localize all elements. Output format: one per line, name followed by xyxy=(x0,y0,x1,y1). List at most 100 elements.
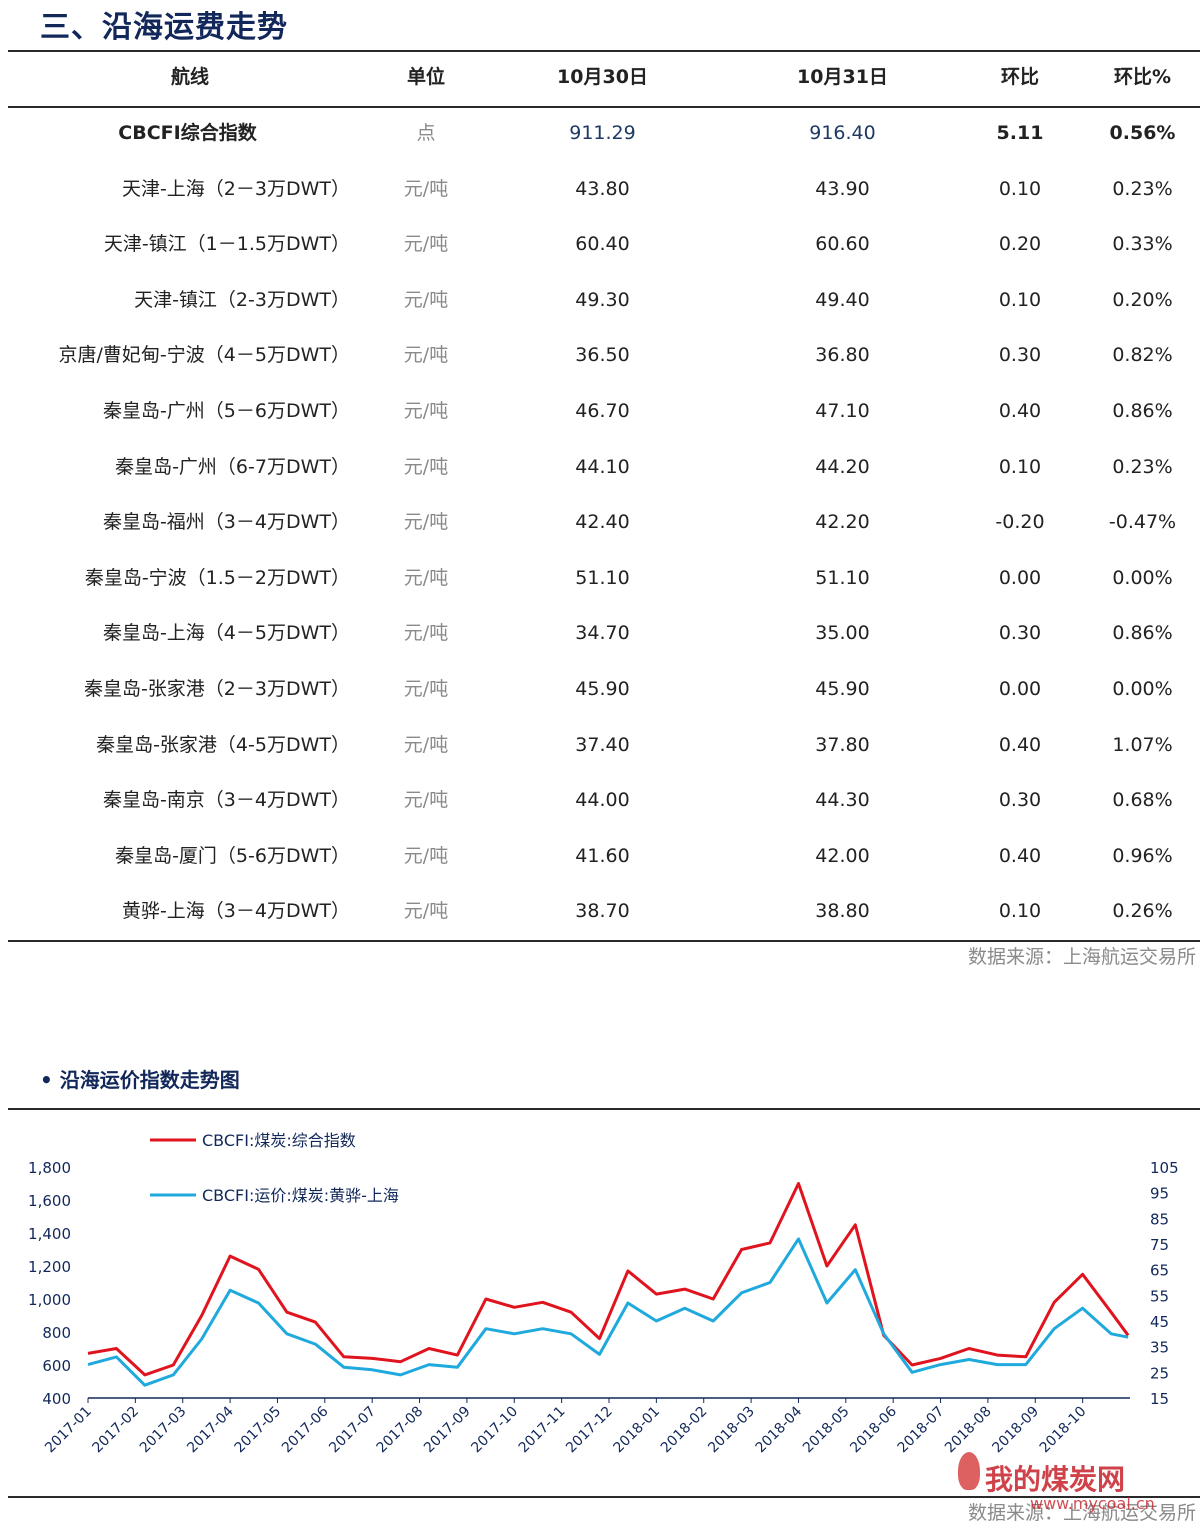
header-date1: 10月30日 xyxy=(557,66,648,88)
cell-value-oct31: 916.40 xyxy=(809,122,876,144)
table-row: 天津-上海（2－3万DWT） 元/吨 43.80 43.90 0.10 0.23% xyxy=(0,162,1200,217)
x-tick-label: 2017-03 xyxy=(137,1404,190,1457)
cell-route: 秦皇岛-张家港（2－3万DWT） xyxy=(83,678,350,700)
cell-unit: 元/吨 xyxy=(403,400,449,422)
cell-value-oct30: 51.10 xyxy=(575,566,630,589)
legend-label-1: CBCFI:煤炭:综合指数 xyxy=(202,1131,356,1150)
cell-route: 黄骅-上海（3－4万DWT） xyxy=(121,900,350,923)
cell-change-pct: 0.86% xyxy=(1112,622,1173,645)
cell-unit: 元/吨 xyxy=(403,733,449,756)
cell-value-oct31: 60.60 xyxy=(815,233,870,256)
cell-change: 0.10 xyxy=(998,177,1042,200)
index-row: CBCFI综合指数 点 911.29 916.40 5.11 0.56% xyxy=(0,106,1200,161)
cell-value-oct31: 51.10 xyxy=(815,566,870,589)
freight-index-chart: 400 600 800 1,000 1,200 1,400 1,600 1,800 15 25 35… xyxy=(28,1131,1179,1457)
y-right-tick-label: 15 xyxy=(1150,1390,1169,1408)
table-row: 京唐/曹妃甸-宁波（4－5万DWT） 元/吨 36.50 36.80 0.30 0.82% xyxy=(0,328,1200,383)
x-tick-label: 2018-02 xyxy=(658,1404,711,1457)
x-tick-label: 2017-06 xyxy=(279,1403,332,1456)
cell-change: 0.40 xyxy=(998,400,1042,422)
y-right-tick-label: 25 xyxy=(1150,1364,1169,1382)
cell-unit: 元/吨 xyxy=(403,900,449,923)
cell-value-oct31: 35.00 xyxy=(815,622,870,645)
y-left-tick-label: 1,600 xyxy=(28,1192,71,1210)
cell-value-oct30: 38.70 xyxy=(575,900,630,923)
cell-value-oct30: 37.40 xyxy=(575,733,630,756)
y-left-tick-label: 1,800 xyxy=(28,1159,71,1177)
table-header-row: 航线 单位 10月30日 10月31日 环比 环比% xyxy=(0,50,1200,105)
cell-unit: 元/吨 xyxy=(403,678,449,700)
cell-change: 0.30 xyxy=(998,344,1042,367)
cell-unit: 元/吨 xyxy=(403,455,449,478)
table-header-rule xyxy=(8,106,1200,108)
x-tick-label: 2018-01 xyxy=(611,1404,664,1457)
legend-label-2: CBCFI:运价:煤炭:黄骅-上海 xyxy=(202,1186,399,1205)
chart-bottom-rule xyxy=(8,1496,1200,1498)
cell-change: 0.00 xyxy=(998,566,1042,589)
cell-change-pct: -0.47% xyxy=(1108,511,1177,534)
cell-value-oct30: 46.70 xyxy=(575,400,630,422)
x-tick-label: 2018-05 xyxy=(800,1404,853,1457)
x-tick-label: 2017-10 xyxy=(468,1404,521,1457)
cell-value-oct31: 44.20 xyxy=(815,455,870,478)
watermark-url: www.mycoal.cn xyxy=(1030,1494,1155,1513)
table-row: 秦皇岛-广州（6-7万DWT） 元/吨 44.10 44.20 0.10 0.23% xyxy=(0,440,1200,495)
cell-route: 秦皇岛-张家港（4-5万DWT） xyxy=(96,733,350,756)
cell-value-oct30: 44.10 xyxy=(575,455,630,478)
cell-value-oct30: 43.80 xyxy=(575,177,630,200)
cell-change-pct: 0.68% xyxy=(1112,789,1173,812)
cell-value-oct31: 42.00 xyxy=(815,844,870,867)
y-right-tick-label: 55 xyxy=(1150,1287,1169,1305)
x-tick-label: 2017-12 xyxy=(563,1404,616,1457)
x-tick-label: 2018-10 xyxy=(1037,1404,1090,1457)
x-tick-label: 2017-09 xyxy=(421,1404,474,1457)
cell-unit: 元/吨 xyxy=(403,622,449,645)
y-right-tick-label: 75 xyxy=(1150,1236,1169,1254)
cell-change-pct: 0.56% xyxy=(1109,122,1176,144)
cell-value-oct31: 47.10 xyxy=(815,400,870,422)
y-right-tick-label: 45 xyxy=(1150,1313,1169,1331)
header-date2: 10月31日 xyxy=(797,66,888,88)
y-left-tick-label: 400 xyxy=(42,1390,71,1408)
cell-value-oct30: 41.60 xyxy=(575,844,630,867)
cell-unit: 元/吨 xyxy=(403,233,449,256)
cell-change: 0.10 xyxy=(998,455,1042,478)
cell-change-pct: 0.33% xyxy=(1112,233,1173,256)
table-row: 秦皇岛-广州（5－6万DWT） 元/吨 46.70 47.10 0.40 0.86% xyxy=(0,384,1200,439)
cell-route: 天津-上海（2－3万DWT） xyxy=(121,177,350,200)
cell-change-pct: 0.86% xyxy=(1112,400,1173,422)
y-left-tick-label: 800 xyxy=(42,1324,71,1342)
cell-value-oct30: 45.90 xyxy=(575,678,630,700)
cell-route: 秦皇岛-厦门（5-6万DWT） xyxy=(115,844,350,867)
y-right-tick-label: 65 xyxy=(1150,1262,1169,1280)
y-left-tick-label: 600 xyxy=(42,1357,71,1375)
x-tick-label: 2017-02 xyxy=(90,1404,143,1457)
cell-unit: 元/吨 xyxy=(403,844,449,867)
cell-change-pct: 0.26% xyxy=(1112,900,1173,923)
watermark-logo: 我的煤炭网 xyxy=(985,1463,1126,1496)
x-tick-label: 2018-07 xyxy=(895,1404,948,1457)
cell-change-pct: 0.23% xyxy=(1112,455,1173,478)
cell-value-oct31: 43.90 xyxy=(815,177,870,200)
header-change: 环比 xyxy=(1000,66,1039,88)
table-bottom-rule xyxy=(8,940,1200,942)
y-right-tick-label: 35 xyxy=(1150,1339,1169,1357)
cell-route: 秦皇岛-南京（3－4万DWT） xyxy=(102,789,350,812)
cell-unit: 点 xyxy=(416,122,436,144)
cell-change: 5.11 xyxy=(996,122,1044,144)
cell-value-oct31: 45.90 xyxy=(815,678,870,700)
table-row: 黄骅-上海（3－4万DWT） 元/吨 38.70 38.80 0.10 0.26% xyxy=(0,884,1200,939)
cell-change: 0.10 xyxy=(998,288,1042,311)
table-row: 秦皇岛-南京（3－4万DWT） 元/吨 44.00 44.30 0.30 0.68% xyxy=(0,773,1200,828)
cell-unit: 元/吨 xyxy=(403,789,449,812)
table-row: 秦皇岛-厦门（5-6万DWT） 元/吨 41.60 42.00 0.40 0.96% xyxy=(0,829,1200,884)
series-line-2 xyxy=(87,1237,1129,1387)
cell-value-oct31: 38.80 xyxy=(815,900,870,923)
cell-value-oct31: 37.80 xyxy=(815,733,870,756)
y-right-tick-label: 105 xyxy=(1150,1159,1179,1177)
table-row: 天津-镇江（2-3万DWT） 元/吨 49.30 49.40 0.10 0.20% xyxy=(0,273,1200,328)
cell-change-pct: 0.20% xyxy=(1112,288,1173,311)
y-right-tick-label: 85 xyxy=(1150,1210,1169,1228)
cell-value-oct31: 44.30 xyxy=(815,789,870,812)
y-left-tick-label: 1,400 xyxy=(28,1225,71,1243)
